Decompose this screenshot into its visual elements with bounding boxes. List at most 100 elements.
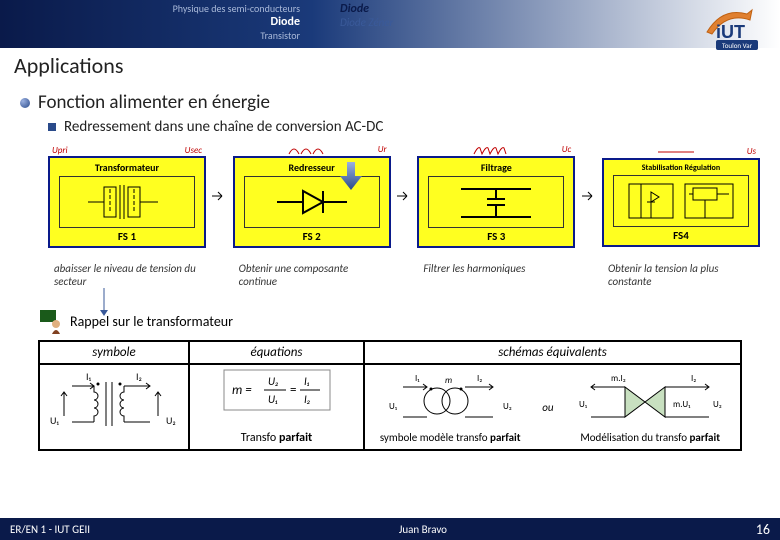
chain-arrow-icon — [212, 190, 226, 202]
wave-half-icon — [287, 144, 327, 156]
breadcrumb-1: Physique des semi-conducteurs — [130, 2, 300, 15]
block-fs4-box: Stabilisation Régulation FS4 — [602, 158, 760, 247]
logo-text-top: iUT — [716, 22, 745, 42]
block-fs4: Us Stabilisation Régulation — [602, 146, 760, 247]
h2-text: Fonction alimenter en énergie — [38, 91, 270, 114]
var-us: Us — [747, 146, 756, 158]
bullet-h3: Redressement dans une chaîne de conversi… — [48, 118, 760, 136]
svg-text:U₂: U₂ — [268, 375, 279, 388]
logo-text-bottom: Toulon Var — [722, 41, 753, 50]
block-fs1-vars: Upri Usec — [48, 145, 206, 156]
label-u2: U₂ — [166, 414, 176, 427]
transfo-parfait-label: Transfo parfait — [241, 431, 312, 445]
svg-text:U₂: U₂ — [503, 401, 512, 412]
svg-text:I₁: I₁ — [304, 375, 310, 388]
chain-arrow-icon — [397, 190, 411, 202]
cell-schemas: I₁mI₂ U₁U₂ symbole modèle transfo parfai… — [364, 364, 741, 450]
teacher-icon — [38, 308, 64, 334]
caption-fs4: Obtenir la tension la plus constante — [602, 262, 760, 288]
slide-footer: ER/EN 1 - IUT GEII Juan Bravo 16 — [0, 518, 780, 540]
cell-equations: m = U₂ U₁ = I₁ I₂ Transfo parfait — [189, 364, 364, 450]
down-arrow-icon — [340, 162, 362, 190]
topic-2: Diode Zéner — [340, 16, 393, 29]
label-u1: U₁ — [50, 414, 59, 427]
col-equations: équations — [189, 341, 364, 364]
caption-fs2: Obtenir une composante continue — [233, 262, 391, 288]
conversion-chain: Upri Usec Transformateur — [48, 144, 760, 248]
schema-model-label: Modélisation du transfo parfait — [580, 431, 720, 444]
chain-arrow-icon — [582, 190, 596, 202]
caption-fs3: Filtrer les harmoniques — [417, 262, 575, 288]
block-fs1-title: Transformateur — [95, 161, 159, 174]
svg-text:m =: m = — [232, 383, 252, 398]
svg-text:I₁: I₁ — [415, 373, 420, 384]
block-fs2-title: Redresseur — [289, 161, 335, 174]
label-i2: I₂ — [136, 370, 142, 383]
wave-flat-icon — [656, 146, 696, 158]
schema-symbole: I₁mI₂ U₁U₂ symbole modèle transfo parfai… — [380, 371, 521, 444]
section-title: Applications — [0, 48, 780, 85]
slide-header: Physique des semi-conducteurs Diode Tran… — [0, 0, 780, 48]
svg-text:I₂: I₂ — [304, 393, 310, 406]
svg-text:m.I₂: m.I₂ — [611, 373, 626, 384]
svg-text:m.U₁: m.U₁ — [673, 399, 691, 410]
var-upri: Upri — [52, 145, 68, 156]
svg-text:U₂: U₂ — [713, 399, 722, 410]
equation-m-icon: m = U₂ U₁ = I₁ I₂ — [222, 368, 332, 412]
var-ur: Ur — [378, 144, 387, 156]
block-fs3-box: Filtrage FS 3 — [417, 156, 575, 248]
footer-center: Juan Bravo — [399, 523, 447, 536]
svg-text:U₁: U₁ — [579, 399, 588, 410]
label-i1: I₁ — [86, 370, 92, 383]
svg-text:=: = — [290, 383, 296, 398]
block-fs2: Ur Redresseur FS 2 — [233, 144, 391, 248]
block-fs4-title: Stabilisation Régulation — [642, 163, 720, 173]
block-fs2-box: Redresseur FS 2 — [233, 156, 391, 248]
ou-label: ou — [542, 401, 553, 414]
transformer-table: symbole équations schémas équivalents I₁… — [38, 340, 742, 451]
block-fs1: Upri Usec Transformateur — [48, 145, 206, 248]
fs3-label: FS 3 — [487, 230, 505, 243]
fs1-label: FS 1 — [118, 230, 136, 243]
square-bullet-icon — [48, 123, 56, 131]
svg-text:I₂: I₂ — [691, 373, 696, 384]
caption-arrow-icon — [98, 288, 110, 316]
main-content: Fonction alimenter en énergie Redresseme… — [0, 85, 780, 451]
rappel-text: Rappel sur le transformateur — [70, 313, 233, 330]
svg-text:U₁: U₁ — [268, 393, 278, 406]
block-fs2-vars: Ur — [233, 144, 391, 156]
svg-text:U₁: U₁ — [389, 401, 398, 412]
bullet-h2: Fonction alimenter en énergie — [20, 91, 760, 114]
block-fs1-box: Transformateur FS 1 — [48, 156, 206, 248]
breadcrumb-2: Diode — [130, 15, 300, 29]
breadcrumb-3: Transistor — [130, 29, 300, 42]
col-symbole: symbole — [39, 341, 189, 364]
var-usec: Usec — [185, 145, 202, 156]
wave-ripple-icon — [472, 144, 512, 156]
topic: Diode Diode Zéner — [340, 2, 393, 29]
capacitor-symbol-icon — [428, 176, 564, 228]
cell-symbole: I₁ I₂ U₁ U₂ — [39, 364, 189, 450]
footer-left: ER/EN 1 - IUT GEII — [10, 523, 90, 536]
block-fs3-title: Filtrage — [481, 161, 512, 174]
var-uc: Uc — [562, 144, 572, 156]
block-fs3-vars: Uc — [417, 144, 575, 156]
block-fs3: Uc Filtrage FS 3 — [417, 144, 575, 248]
chain-captions: abaisser le niveau de tension du secteur… — [48, 262, 760, 288]
iut-logo-icon: iUT Toulon Var — [702, 2, 772, 52]
page-number: 16 — [756, 521, 770, 538]
caption-fs1: abaisser le niveau de tension du secteur — [48, 262, 206, 288]
regulator-symbol-icon — [613, 175, 749, 227]
block-fs4-vars: Us — [602, 146, 760, 158]
svg-text:m: m — [445, 375, 452, 386]
topic-1: Diode — [340, 2, 393, 16]
fs2-label: FS 2 — [303, 230, 321, 243]
rappel-row: Rappel sur le transformateur — [38, 308, 760, 334]
schema-model: m.I₂ I₂ U₁ m.U₁ U₂ Modélisation du transfo … — [575, 371, 725, 444]
svg-text:I₂: I₂ — [477, 373, 482, 384]
bullet-dot-icon — [20, 98, 30, 108]
breadcrumb: Physique des semi-conducteurs Diode Tran… — [130, 2, 300, 42]
fs4-label: FS4 — [673, 229, 689, 242]
col-schemas: schémas équivalents — [364, 341, 741, 364]
h3-text: Redressement dans une chaîne de conversi… — [64, 118, 383, 136]
